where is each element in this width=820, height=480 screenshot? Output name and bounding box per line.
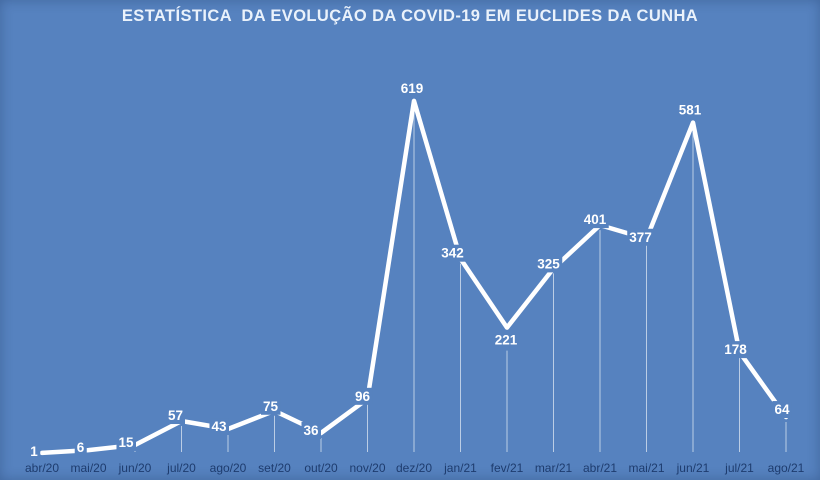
data-label-pad bbox=[627, 228, 654, 246]
data-label-pad bbox=[439, 244, 466, 262]
data-label-pad bbox=[260, 397, 281, 415]
data-point-label: 64 bbox=[774, 402, 790, 417]
x-axis-label: jan/21 bbox=[443, 461, 477, 475]
data-point-label: 221 bbox=[495, 333, 518, 348]
x-axis-label: out/20 bbox=[304, 461, 338, 475]
data-label-pad bbox=[492, 331, 520, 349]
x-axis-label: set/20 bbox=[258, 461, 291, 475]
data-point-label: 6 bbox=[77, 440, 85, 455]
chart-title: ESTATÍSTICA DA EVOLUÇÃO DA COVID-19 EM E… bbox=[121, 7, 699, 25]
x-axis-label: nov/20 bbox=[349, 461, 385, 475]
data-label-pad bbox=[165, 407, 186, 425]
data-point-label: 57 bbox=[168, 408, 183, 423]
data-point-label: 325 bbox=[537, 256, 560, 271]
data-label-pad bbox=[301, 421, 321, 439]
x-axis-label: jun/20 bbox=[118, 461, 152, 475]
x-axis-label: mai/20 bbox=[70, 461, 106, 475]
x-axis-label: ago/21 bbox=[768, 461, 805, 475]
data-label-pad bbox=[772, 401, 792, 419]
data-point-label: 43 bbox=[211, 419, 227, 434]
data-label-pad bbox=[581, 211, 609, 229]
data-label-pad bbox=[74, 439, 87, 457]
data-point-label: 15 bbox=[118, 435, 134, 450]
data-point-label: 1 bbox=[30, 444, 38, 459]
x-axis-label: dez/20 bbox=[396, 461, 432, 475]
data-label-pad bbox=[535, 255, 563, 273]
data-label-pad bbox=[676, 101, 704, 119]
data-point-label: 377 bbox=[629, 230, 652, 245]
data-label-pad bbox=[722, 341, 750, 359]
x-axis-label: abr/20 bbox=[25, 461, 59, 475]
data-point-label: 36 bbox=[303, 423, 319, 438]
data-label-pad bbox=[352, 387, 373, 405]
data-point-label: 342 bbox=[441, 246, 464, 261]
series-line bbox=[39, 98, 789, 456]
x-axis-label: fev/21 bbox=[491, 461, 524, 475]
data-point-label: 178 bbox=[724, 342, 747, 357]
data-label-pad bbox=[398, 79, 426, 97]
x-axis-label: abr/21 bbox=[583, 461, 617, 475]
data-point-label: 96 bbox=[355, 389, 371, 404]
data-point-label: 75 bbox=[263, 399, 279, 414]
x-axis-label: mar/21 bbox=[535, 461, 573, 475]
data-point-label: 401 bbox=[584, 212, 607, 227]
data-label-pad bbox=[28, 442, 41, 460]
x-axis-label: jul/21 bbox=[724, 461, 754, 475]
x-axis-label: jul/20 bbox=[166, 461, 196, 475]
x-axis-label: jun/21 bbox=[676, 461, 710, 475]
data-point-label: 619 bbox=[401, 81, 424, 96]
data-label-pad bbox=[116, 433, 136, 451]
x-axis-label: mai/21 bbox=[628, 461, 664, 475]
data-label-pad bbox=[209, 418, 229, 436]
data-point-label: 581 bbox=[679, 103, 702, 118]
x-axis-label: ago/20 bbox=[210, 461, 247, 475]
